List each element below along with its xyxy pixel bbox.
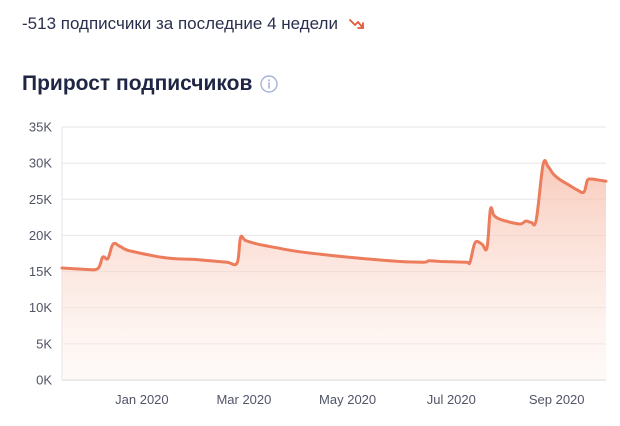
subscriber-growth-chart: 0K 5K 10K 15K 20K 25K 30K 35K Jan 2020 Mar 2020 M…	[0, 110, 620, 426]
y-tick-label: 0K	[36, 373, 52, 388]
series-area	[62, 160, 606, 380]
section-header: Прирост подписчиков	[22, 72, 279, 96]
x-tick-label: Mar 2020	[216, 392, 271, 407]
y-tick-label: 5K	[36, 336, 52, 351]
series-line	[60, 159, 608, 272]
y-tick-label: 30K	[29, 156, 52, 171]
y-tick-label: 10K	[29, 300, 52, 315]
trend-down-icon	[348, 15, 366, 33]
y-tick-label: 20K	[29, 228, 52, 243]
y-tick-label: 25K	[29, 192, 52, 207]
x-tick-label: Jan 2020	[115, 392, 169, 407]
subscriber-change-summary: -513 подписчики за последние 4 недели	[22, 12, 366, 36]
chart-canvas: 0K 5K 10K 15K 20K 25K 30K 35K Jan 2020 Mar 2020 M…	[29, 120, 608, 407]
x-tick-label: Sep 2020	[529, 392, 585, 407]
y-tick-label: 35K	[29, 120, 52, 135]
info-icon[interactable]	[260, 75, 279, 93]
x-tick-label: Jul 2020	[427, 392, 476, 407]
page-title: Прирост подписчиков	[22, 72, 253, 95]
subscriber-change-text: -513 подписчики за последние 4 недели	[22, 14, 338, 33]
x-tick-label: May 2020	[319, 392, 376, 407]
y-tick-label: 15K	[29, 264, 52, 279]
